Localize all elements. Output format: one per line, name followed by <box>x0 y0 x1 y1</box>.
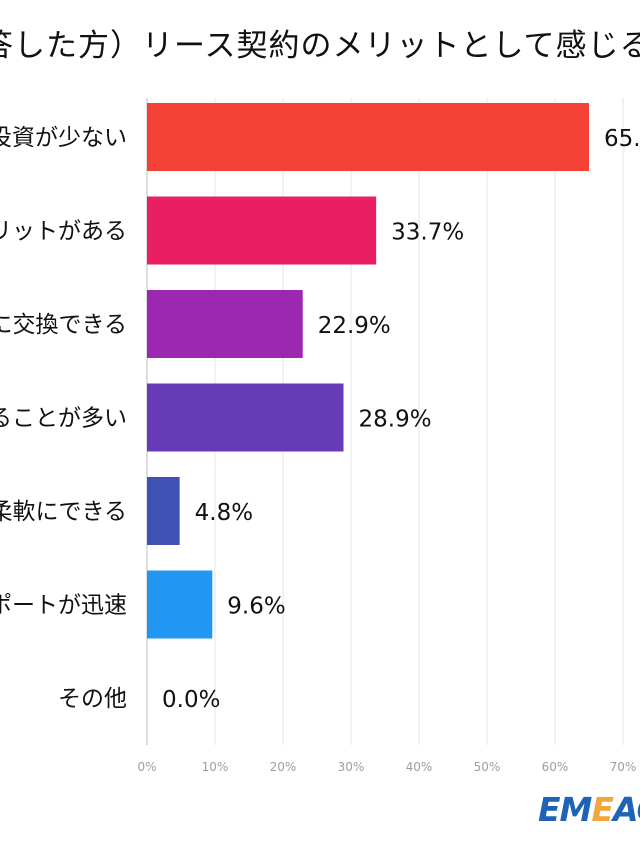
emeao-logo: EMEAO <box>538 790 640 829</box>
category-label: 柔軟にできる <box>0 499 127 525</box>
x-tick-label: 50% <box>474 760 501 774</box>
bar <box>147 383 344 452</box>
bar <box>147 290 303 358</box>
value-label: 33.7% <box>391 220 464 246</box>
value-label: 22.9% <box>318 313 391 339</box>
category-label: に交換できる <box>0 312 127 338</box>
value-label: 4.8% <box>195 500 253 526</box>
x-tick-label: 0% <box>137 760 156 774</box>
bar <box>147 477 180 545</box>
value-label: 65. <box>604 126 640 152</box>
logo-accent: E <box>591 790 614 829</box>
x-tick-label: 40% <box>406 760 433 774</box>
value-label: 28.9% <box>359 407 432 433</box>
bar <box>147 103 589 171</box>
value-label: 0.0% <box>162 687 220 713</box>
x-tick-label: 60% <box>542 760 569 774</box>
value-label: 9.6% <box>227 594 285 620</box>
category-label: その他 <box>58 686 127 712</box>
chart-title: 答した方）リース契約のメリットとして感じる <box>0 28 640 64</box>
bar <box>147 570 213 639</box>
category-label: ポートが迅速 <box>0 593 127 619</box>
category-label: 投資が少ない <box>0 125 127 151</box>
x-tick-label: 70% <box>610 760 637 774</box>
bar <box>147 196 377 265</box>
x-tick-label: 10% <box>202 760 229 774</box>
x-tick-label: 30% <box>338 760 365 774</box>
x-tick-label: 20% <box>270 760 297 774</box>
category-label: リットがある <box>0 219 127 245</box>
category-label: ることが多い <box>0 406 127 432</box>
